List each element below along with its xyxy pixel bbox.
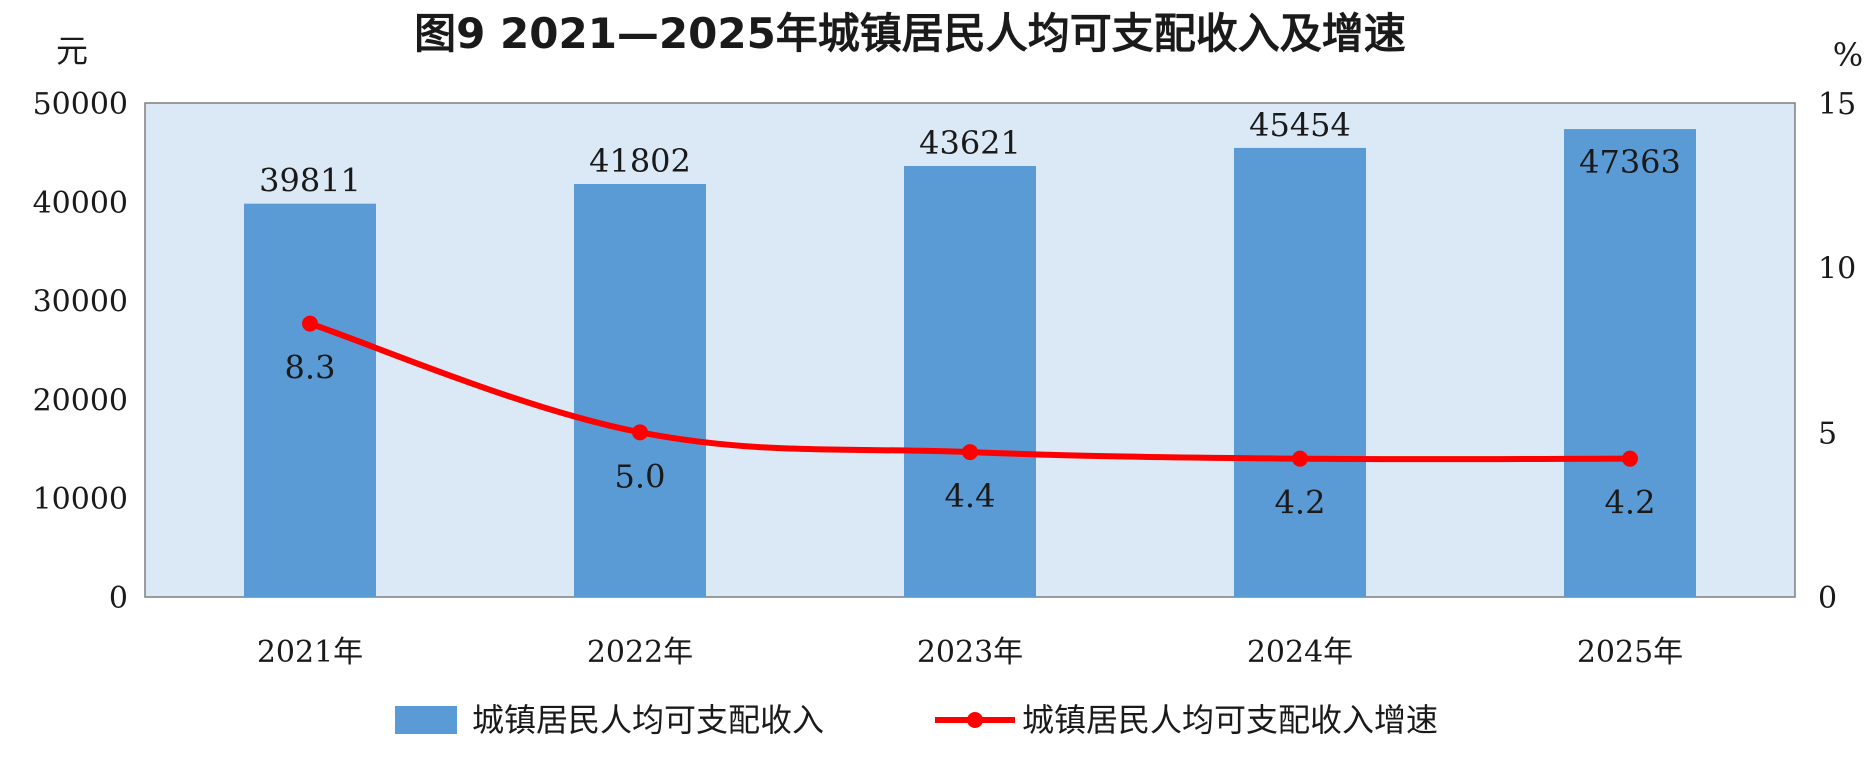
axes-layer: 0 10000 20000 30000 40000 50000 0 5 10 15 2021年 202…	[33, 87, 1857, 670]
growth-line-layer: 8.3 5.0 4.4 4.2 4.2	[285, 315, 1656, 522]
growth-point-3	[1292, 450, 1308, 467]
right-axis-tick-3: 15	[1818, 87, 1856, 122]
left-axis-unit: 元	[56, 32, 88, 70]
bar-income-0	[244, 203, 376, 598]
x-axis-tick-2: 2023年	[917, 635, 1023, 670]
growth-point-0	[302, 315, 318, 332]
right-axis-tick-0: 0	[1818, 581, 1837, 616]
bar-income-2	[904, 166, 1036, 597]
bar-income-1	[574, 183, 706, 597]
growth-value-label-3: 4.2	[1275, 484, 1326, 522]
left-axis-tick-5: 50000	[33, 87, 128, 122]
right-axis-unit: %	[1833, 36, 1863, 74]
legend-label-growth: 城镇居民人均可支配收入增速	[1022, 701, 1438, 739]
bar-value-label-0: 39811	[259, 162, 361, 200]
growth-value-label-1: 5.0	[615, 457, 666, 495]
bar-value-label-1: 41802	[589, 142, 691, 180]
legend-swatch-income	[395, 706, 457, 734]
x-axis-tick-4: 2025年	[1577, 635, 1683, 670]
growth-value-label-4: 4.2	[1605, 484, 1656, 522]
left-axis-tick-2: 20000	[33, 383, 128, 418]
bar-value-label-4: 47363	[1579, 143, 1681, 181]
left-axis-tick-3: 30000	[33, 285, 128, 320]
left-axis-tick-0: 0	[109, 581, 128, 616]
legend-swatch-growth-marker	[967, 712, 983, 728]
growth-point-1	[632, 424, 648, 441]
x-axis-tick-3: 2024年	[1247, 635, 1353, 670]
legend-label-income: 城镇居民人均可支配收入	[472, 701, 824, 739]
chart-title: 图9 2021—2025年城镇居民人均可支配收入及增速	[414, 9, 1406, 58]
bar-income-3	[1234, 147, 1366, 597]
growth-point-2	[962, 444, 978, 461]
growth-value-label-2: 4.4	[945, 477, 996, 515]
growth-point-4	[1622, 450, 1638, 467]
legend: 城镇居民人均可支配收入 城镇居民人均可支配收入增速	[395, 701, 1438, 739]
x-axis-tick-0: 2021年	[257, 635, 363, 670]
right-axis-tick-2: 10	[1818, 252, 1856, 287]
bar-value-label-3: 45454	[1249, 106, 1351, 144]
growth-value-label-0: 8.3	[285, 349, 336, 387]
bar-income-4	[1564, 129, 1696, 597]
bar-value-label-2: 43621	[919, 124, 1021, 162]
right-axis-tick-1: 5	[1818, 416, 1837, 451]
x-axis-tick-1: 2022年	[587, 635, 693, 670]
left-axis-tick-4: 40000	[33, 186, 128, 221]
bars-layer: 39811 41802 43621 45454 47363	[244, 106, 1696, 598]
left-axis-tick-1: 10000	[33, 482, 128, 517]
